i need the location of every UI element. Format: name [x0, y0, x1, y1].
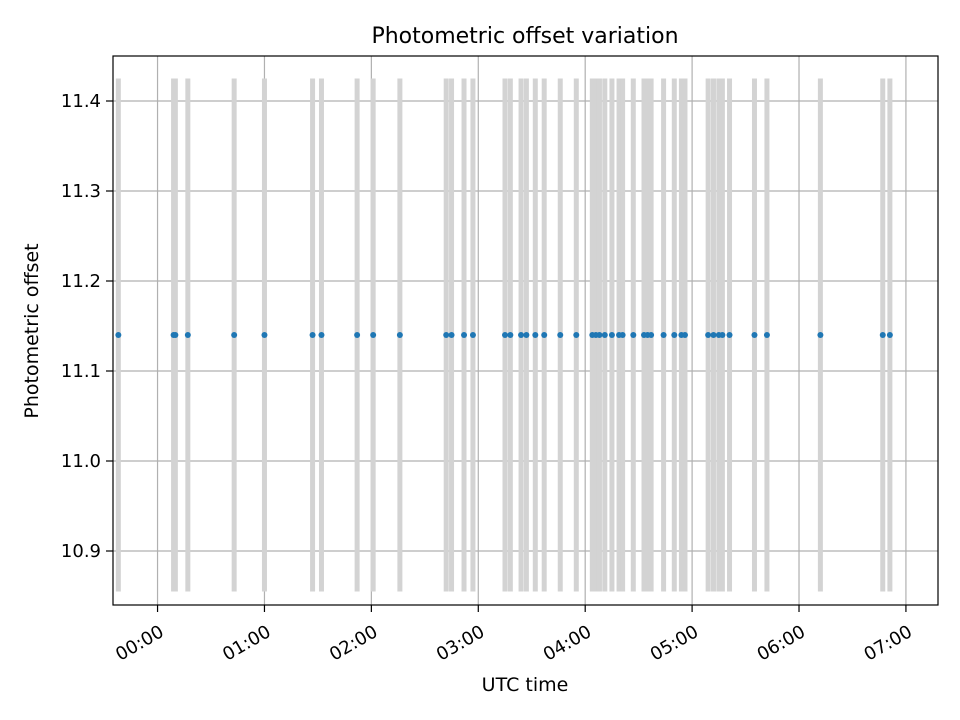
data-point	[309, 332, 316, 338]
data-point	[879, 332, 886, 338]
data-point	[619, 332, 626, 338]
data-point	[601, 332, 608, 338]
data-point	[817, 332, 824, 338]
data-point	[596, 332, 603, 338]
data-point	[523, 332, 530, 338]
x-axis-label: UTC time	[482, 674, 569, 696]
y-tick-label: 11.0	[61, 451, 101, 472]
data-point	[184, 332, 191, 338]
y-tick-label: 11.3	[61, 181, 101, 202]
data-point	[671, 332, 678, 338]
data-point	[354, 332, 361, 338]
y-tick-label: 11.2	[61, 271, 101, 292]
data-point	[630, 332, 637, 338]
data-point	[557, 332, 564, 338]
data-point	[541, 332, 548, 338]
data-point	[719, 332, 726, 338]
data-point	[443, 332, 450, 338]
y-axis-label: Photometric offset	[21, 243, 43, 418]
data-points	[115, 332, 893, 338]
data-point	[648, 332, 655, 338]
data-point	[573, 332, 580, 338]
data-point	[231, 332, 238, 338]
data-point	[518, 332, 525, 338]
data-point	[115, 332, 122, 338]
data-point	[172, 332, 179, 338]
data-point	[318, 332, 325, 338]
data-point	[608, 332, 615, 338]
plot-frame	[112, 55, 939, 606]
data-point	[461, 332, 468, 338]
data-point	[886, 332, 893, 338]
y-tick-label: 10.9	[61, 541, 101, 562]
data-point	[710, 332, 717, 338]
data-point	[532, 332, 539, 338]
chart-title: Photometric offset variation	[371, 24, 678, 49]
data-point	[502, 332, 509, 338]
data-point	[469, 332, 476, 338]
y-tick-label: 11.1	[61, 361, 101, 382]
y-tick-label: 11.4	[61, 91, 101, 112]
data-point	[751, 332, 758, 338]
data-point	[448, 332, 455, 338]
data-point	[726, 332, 733, 338]
data-point	[370, 332, 377, 338]
data-point	[763, 332, 770, 338]
data-point	[507, 332, 514, 338]
data-point	[396, 332, 403, 338]
data-point	[681, 332, 688, 338]
data-point	[660, 332, 667, 338]
y-axis-ticks: 10.9 11.0 11.1 11.2 11.3 11.4	[61, 91, 113, 562]
data-point	[261, 332, 268, 338]
data-point	[705, 332, 712, 338]
